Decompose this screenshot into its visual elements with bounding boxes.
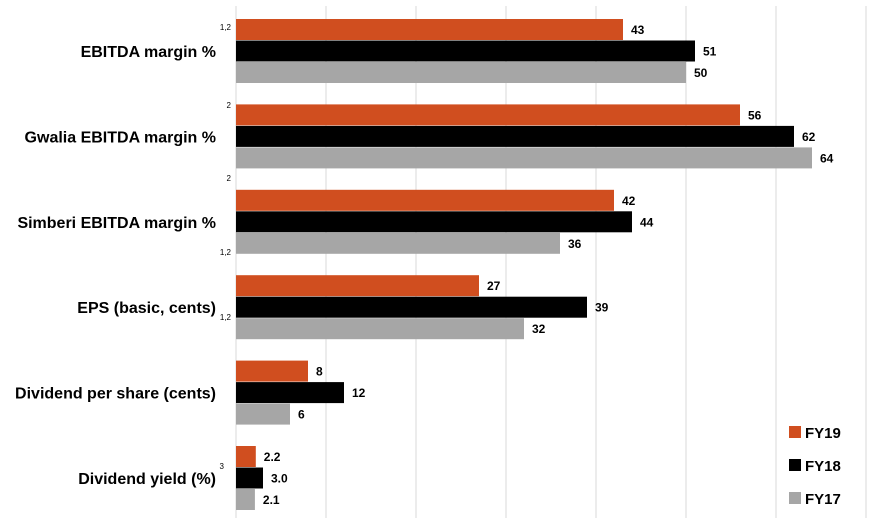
bar-fy18-simberi-ebitda-margin	[236, 211, 632, 233]
bar-fy19-dividend-per-share-cents	[236, 360, 308, 382]
value-label: 2.1	[263, 493, 280, 507]
footnote-marker: 1,2	[220, 313, 232, 322]
footnote-marker: 1,2	[220, 23, 232, 32]
category-label-gwalia-ebitda-margin: Gwalia EBITDA margin %	[25, 129, 216, 146]
footnote-marker: 2	[227, 101, 232, 110]
legend-label-fy17: FY17	[805, 491, 841, 508]
legend-swatch-fy19	[789, 426, 801, 438]
bar-fy18-dividend-per-share-cents	[236, 382, 344, 404]
legend-label-fy18: FY18	[805, 458, 841, 475]
value-label: 2.2	[264, 450, 281, 464]
legend-label-fy19: FY19	[805, 425, 841, 442]
bar-fy18-eps-basic-cents	[236, 296, 587, 318]
bar-fy17-eps-basic-cents	[236, 318, 524, 340]
value-label: 27	[487, 279, 501, 293]
value-label: 62	[802, 130, 816, 144]
category-label-ebitda-margin: EBITDA margin %	[81, 44, 216, 61]
legend-swatch-fy17	[789, 492, 801, 504]
value-label: 6	[298, 408, 305, 422]
bar-fy19-eps-basic-cents	[236, 275, 479, 297]
footnote-marker: 3	[220, 462, 225, 471]
value-label: 64	[820, 151, 834, 165]
bar-fy19-simberi-ebitda-margin	[236, 189, 614, 211]
value-label: 43	[631, 23, 645, 37]
bars	[236, 19, 812, 510]
bar-fy17-simberi-ebitda-margin	[236, 232, 560, 254]
footnote-marker: 1,2	[220, 248, 232, 257]
footnote-marker: 2	[227, 174, 232, 183]
bar-fy19-gwalia-ebitda-margin	[236, 104, 740, 126]
value-label: 51	[703, 45, 717, 59]
category-label-dividend-yield: Dividend yield (%)	[78, 471, 216, 488]
bar-fy17-ebitda-margin	[236, 62, 686, 83]
legend-swatch-fy18	[789, 459, 801, 471]
value-label: 3.0	[271, 472, 288, 486]
value-label: 32	[532, 322, 546, 336]
bar-fy19-dividend-yield	[236, 446, 256, 467]
bar-fy17-gwalia-ebitda-margin	[236, 147, 812, 169]
value-label: 50	[694, 66, 708, 80]
bar-fy18-gwalia-ebitda-margin	[236, 125, 794, 147]
value-label: 12	[352, 386, 366, 400]
bar-fy18-ebitda-margin	[236, 40, 695, 62]
category-label-simberi-ebitda-margin: Simberi EBITDA margin %	[17, 215, 216, 232]
value-label: 42	[622, 194, 636, 208]
bar-fy19-ebitda-margin	[236, 19, 623, 40]
value-label: 44	[640, 215, 654, 229]
category-label-dividend-per-share-cents: Dividend per share (cents)	[15, 386, 216, 403]
legend: FY19 FY18 FY17	[789, 425, 841, 508]
value-label: 36	[568, 237, 582, 251]
value-label: 8	[316, 365, 323, 379]
value-label: 39	[595, 301, 609, 315]
bar-fy18-dividend-yield	[236, 467, 263, 489]
bar-fy17-dividend-per-share-cents	[236, 403, 290, 425]
bar-fy17-dividend-yield	[236, 489, 255, 510]
value-label: 56	[748, 108, 762, 122]
gridlines	[235, 6, 867, 518]
category-label-eps-basic-cents: EPS (basic, cents)	[77, 300, 216, 317]
labels: EBITDA margin % Gwalia EBITDA margin % Sim…	[15, 23, 834, 507]
